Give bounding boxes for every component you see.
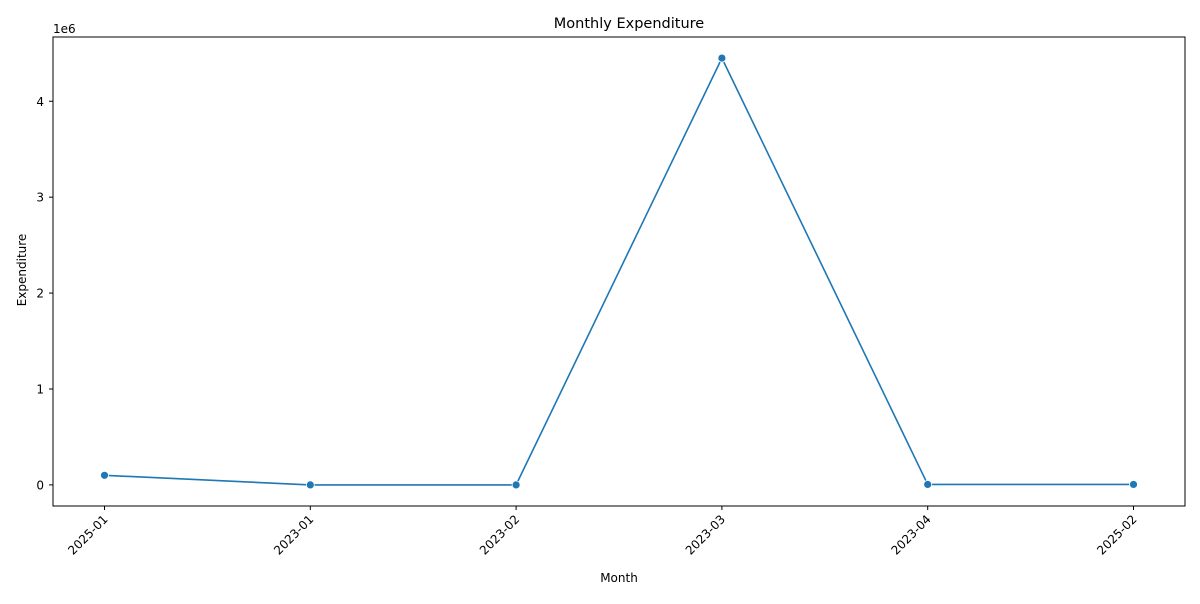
data-point-marker — [923, 480, 933, 489]
data-point-marker — [100, 470, 109, 480]
y-axis-ticks: 0 1 2 3 4 — [36, 95, 53, 492]
y-tick-label: 1 — [36, 382, 44, 396]
y-tick-label: 3 — [36, 191, 44, 205]
series-markers — [100, 53, 1138, 490]
y-tick-label: 2 — [36, 287, 44, 301]
data-point-marker — [305, 480, 315, 490]
y-tick-label: 0 — [36, 478, 44, 492]
data-point-marker — [511, 480, 521, 490]
y-axis-label: Expenditure — [15, 234, 29, 307]
y-tick-label: 4 — [36, 95, 44, 109]
x-axis-label: Month — [600, 571, 638, 585]
series-line — [104, 57, 1134, 486]
data-point-marker — [717, 53, 727, 63]
data-point-marker — [1129, 480, 1138, 489]
chart-title: Monthly Expenditure — [554, 16, 704, 32]
y-axis-offset-label: 1e6 — [53, 22, 76, 36]
plot-frame — [52, 36, 1186, 507]
